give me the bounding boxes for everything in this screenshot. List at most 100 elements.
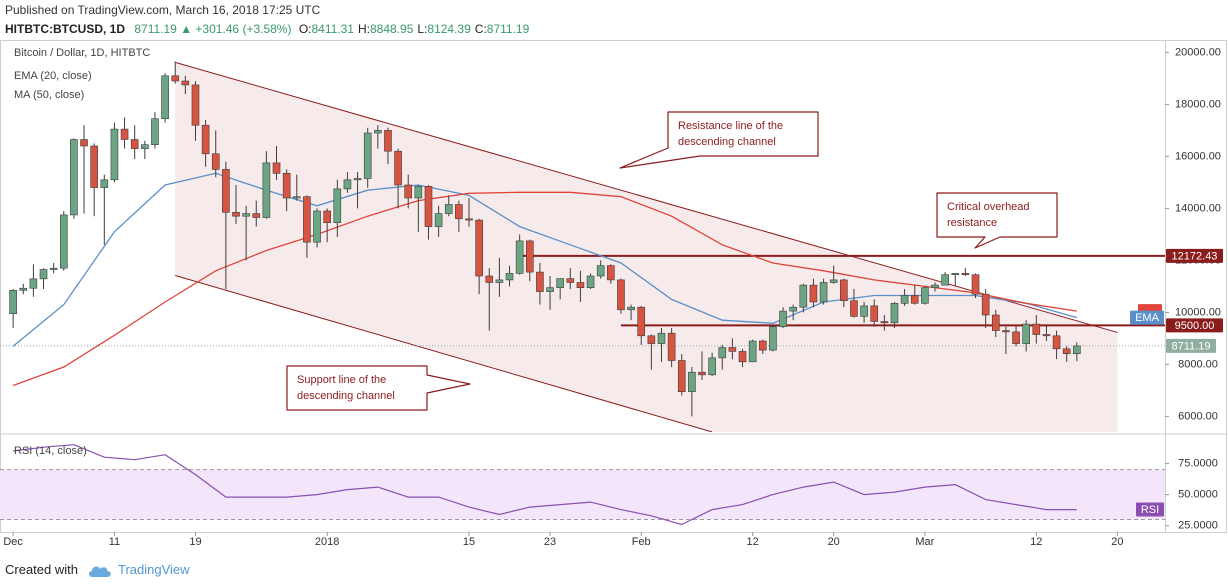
candle-body: [252, 213, 261, 218]
candle-body: [890, 302, 899, 324]
candle-body: [343, 179, 352, 190]
candle-body: [100, 179, 109, 188]
y-tick-label: 18000.00: [1175, 98, 1221, 110]
candle-body: [961, 273, 970, 275]
rsi-title: RSI (14, close): [14, 445, 87, 457]
candle-body: [201, 124, 210, 155]
candle-body: [333, 188, 342, 223]
candle-body: [151, 118, 159, 145]
candle-body: [313, 210, 321, 243]
callout-text: descending channel: [297, 390, 395, 402]
candle-body: [495, 279, 504, 283]
candle-body: [110, 128, 119, 181]
rsi-band: [0, 469, 1165, 520]
level-tag-label: 12172.43: [1172, 250, 1218, 262]
candle-body: [657, 332, 666, 344]
x-tick-label: 19: [189, 536, 201, 548]
candle-body: [971, 274, 980, 295]
ohlc-label: C:: [474, 22, 487, 36]
candle-body: [505, 273, 514, 281]
ema-tag-label: EMA: [1135, 312, 1160, 324]
candle-body: [272, 162, 281, 174]
rsi-panel: [0, 444, 1165, 526]
candle-body: [434, 213, 443, 227]
candle-body: [49, 267, 58, 270]
y-tick-label: 20000.00: [1175, 46, 1221, 58]
x-tick-label: Dec: [3, 536, 23, 548]
footer: Created with TradingView: [5, 562, 190, 578]
level-tag: [1166, 248, 1223, 263]
candle-body: [384, 130, 392, 152]
candle-body: [900, 295, 909, 304]
callout-box: [619, 111, 819, 169]
candle-body: [931, 284, 939, 289]
candle-body: [910, 295, 919, 304]
rsi-tag: [1136, 502, 1164, 517]
candle-body: [1042, 334, 1051, 337]
candle-body: [708, 357, 716, 376]
candle-body: [130, 139, 139, 149]
published-note: Published on TradingView.com, March 16, …: [5, 3, 321, 17]
candle-body: [475, 219, 483, 277]
candle-body: [374, 130, 382, 134]
candle-body: [404, 184, 413, 199]
candle-body: [1002, 330, 1010, 333]
ohlc-label: O:: [298, 22, 312, 36]
chart: Bitcoin / Dollar, 1D, HITBTC EMA (20, clo…: [0, 40, 1227, 548]
candle-body: [546, 287, 554, 292]
candle-body: [394, 150, 402, 186]
last-price-tag-label: 8711.19: [1172, 340, 1211, 352]
y-tick-label: 6000.00: [1178, 410, 1218, 422]
candle-body: [799, 284, 808, 308]
chart-title: Bitcoin / Dollar, 1D, HITBTC: [14, 47, 150, 59]
candle-body: [637, 306, 646, 337]
ohlc-value: 8124.39: [427, 22, 471, 36]
candle-body: [981, 293, 990, 316]
channel-upper-line: [175, 61, 1118, 333]
candle-body: [779, 310, 787, 328]
y-tick-label: 16000.00: [1175, 150, 1221, 162]
x-tick-label: 11: [109, 536, 120, 548]
candle-body: [90, 145, 98, 188]
candle-body: [414, 186, 423, 199]
candle-body: [991, 314, 1000, 331]
candle-body: [667, 332, 676, 361]
candle-body: [171, 75, 180, 82]
candle-body: [748, 340, 757, 363]
candle-body: [303, 196, 311, 243]
candle-body: [617, 279, 625, 311]
candle-body: [262, 162, 271, 218]
channel-fill: [175, 62, 1118, 432]
y-tick-label: 14000.00: [1175, 202, 1221, 214]
candle-body: [850, 300, 858, 317]
candle-body: [758, 340, 767, 351]
ma-line: [12, 172, 1077, 347]
logo-cloud: [88, 566, 111, 577]
rsi-y-tick-label: 50.0000: [1178, 489, 1218, 501]
ema-tag: [1130, 310, 1164, 325]
candle-body: [596, 265, 605, 277]
candle-body: [829, 279, 838, 283]
x-tick-label: 2018: [315, 536, 339, 548]
y-tick-label: 10000.00: [1175, 306, 1221, 318]
legend-entry: EMA (20, close): [14, 70, 92, 82]
candle-body: [242, 213, 250, 217]
level-tag: [1166, 318, 1223, 333]
candle-body: [677, 360, 686, 393]
callout-box: [936, 192, 1058, 249]
candle-body: [70, 139, 78, 216]
candle-body: [718, 347, 727, 359]
candle-body: [191, 84, 200, 126]
candle-body: [870, 305, 879, 322]
x-tick-label: 20: [1111, 536, 1123, 548]
candle-body: [465, 218, 473, 221]
callout-text: Critical overhead: [947, 201, 1030, 213]
candle-body: [627, 306, 635, 311]
legend-entry: MA (50, close): [14, 89, 84, 101]
callout-text: Support line of the: [297, 374, 386, 386]
candle-body: [211, 153, 220, 170]
x-tick-label: Mar: [915, 536, 934, 548]
callout-text: resistance: [947, 217, 997, 229]
candle-body: [1062, 348, 1071, 355]
